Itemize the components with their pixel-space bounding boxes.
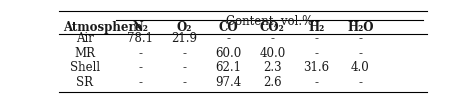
Text: 31.6: 31.6 xyxy=(303,61,329,74)
Text: -: - xyxy=(314,47,319,60)
Text: -: - xyxy=(314,76,319,89)
Text: CO: CO xyxy=(219,21,238,34)
Text: 40.0: 40.0 xyxy=(259,47,285,60)
Text: SR: SR xyxy=(76,76,93,89)
Text: 97.4: 97.4 xyxy=(215,76,241,89)
Text: O₂: O₂ xyxy=(176,21,192,34)
Text: -: - xyxy=(182,61,186,74)
Text: 62.1: 62.1 xyxy=(215,61,241,74)
Text: -: - xyxy=(358,32,363,45)
Text: -: - xyxy=(138,76,142,89)
Text: 60.0: 60.0 xyxy=(215,47,241,60)
Text: H₂O: H₂O xyxy=(347,21,374,34)
Text: 4.0: 4.0 xyxy=(351,61,370,74)
Text: Shell: Shell xyxy=(70,61,100,74)
Text: -: - xyxy=(182,47,186,60)
Text: -: - xyxy=(358,76,363,89)
Text: -: - xyxy=(138,47,142,60)
Text: H₂: H₂ xyxy=(308,21,325,34)
Text: 21.9: 21.9 xyxy=(171,32,197,45)
Text: Content, vol.%: Content, vol.% xyxy=(226,15,313,28)
Text: Atmosphere: Atmosphere xyxy=(63,21,142,34)
Text: CO₂: CO₂ xyxy=(260,21,285,34)
Text: -: - xyxy=(270,32,274,45)
Text: -: - xyxy=(226,32,230,45)
Text: -: - xyxy=(358,47,363,60)
Text: 2.6: 2.6 xyxy=(263,76,282,89)
Text: Air: Air xyxy=(76,32,94,45)
Text: 78.1: 78.1 xyxy=(127,32,153,45)
Text: MR: MR xyxy=(74,47,95,60)
Text: -: - xyxy=(182,76,186,89)
Text: 2.3: 2.3 xyxy=(263,61,282,74)
Text: -: - xyxy=(138,61,142,74)
Text: N₂: N₂ xyxy=(132,21,148,34)
Text: -: - xyxy=(314,32,319,45)
